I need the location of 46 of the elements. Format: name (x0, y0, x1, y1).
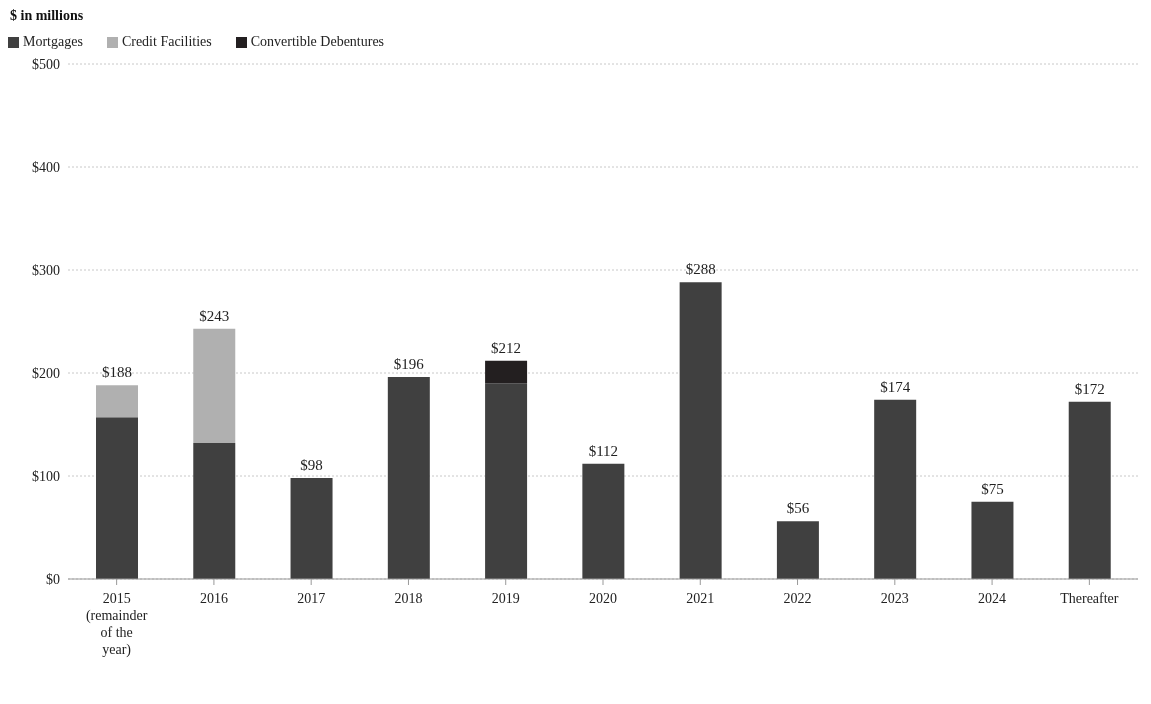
y-tick-label: $300 (32, 262, 60, 278)
x-tick-label: 2017 (297, 591, 326, 606)
y-tick-label: $500 (32, 56, 60, 72)
total-label: $56 (786, 500, 810, 517)
x-tick-label: 2022 (783, 591, 812, 606)
y-tick-label: $100 (32, 468, 60, 484)
legend-label: Credit Facilities (121, 34, 212, 49)
y-tick-label: $400 (32, 159, 60, 175)
x-tick-label: 2023 (880, 591, 909, 606)
x-tick-label: 2019 (491, 591, 520, 606)
bar (971, 501, 1014, 579)
total-label: $174 (880, 378, 911, 395)
bar (290, 478, 333, 579)
bar (1068, 401, 1111, 579)
total-label: $188 (102, 364, 132, 381)
x-tick-label: 2024 (978, 591, 1007, 606)
y-tick-label: $0 (46, 571, 60, 587)
bar (96, 417, 138, 579)
x-tick-label: 2018 (394, 591, 423, 606)
x-tick-label: 2021 (686, 591, 715, 606)
total-label: $212 (491, 339, 522, 356)
total-label: $172 (1074, 380, 1105, 397)
total-label: $196 (393, 356, 425, 373)
bar (387, 377, 430, 579)
bar (193, 328, 236, 444)
total-label: $243 (199, 307, 230, 324)
x-tick-label: 2016 (199, 591, 228, 606)
bar (582, 463, 625, 579)
bar (485, 383, 528, 579)
total-label: $98 (300, 457, 323, 474)
bar (874, 399, 917, 579)
x-tick-label: Thereafter (1060, 591, 1119, 606)
total-label: $288 (685, 261, 716, 278)
x-tick-label: 2020 (589, 591, 617, 606)
x-tick-label: 2015 (remainder of the year) (85, 591, 148, 658)
bar (776, 521, 819, 579)
bar (679, 282, 722, 579)
total-label: $75 (981, 480, 1004, 497)
bar (193, 443, 236, 579)
bar (96, 385, 138, 418)
total-label: $112 (588, 442, 619, 459)
y-tick-label: $200 (32, 365, 60, 381)
legend-label: Mortgages (23, 34, 83, 49)
bar (485, 360, 528, 384)
chart-title: $ in millions (10, 8, 85, 24)
legend-label: Convertible Debentures (250, 34, 385, 49)
